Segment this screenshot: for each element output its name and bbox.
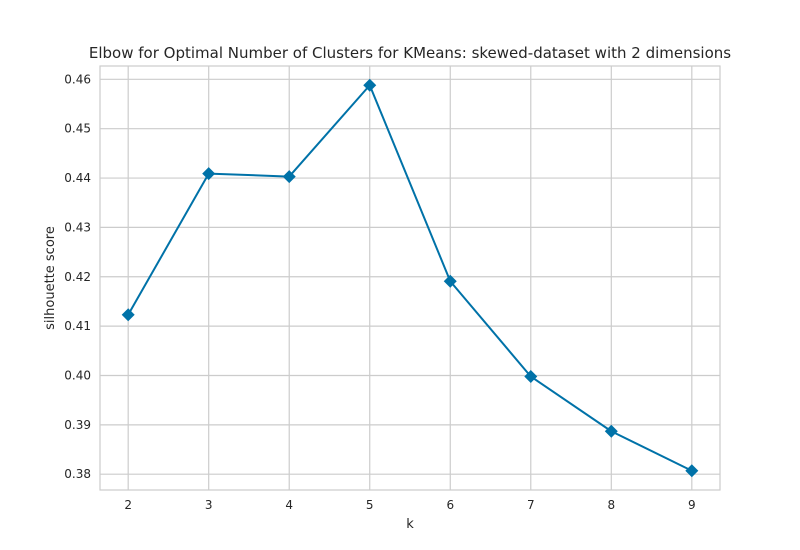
data-point-marker [604,424,618,438]
grid-layer [100,66,720,490]
y-tick-label: 0.43 [64,220,91,234]
data-point-marker [363,78,377,92]
y-tick-label: 0.44 [64,171,91,185]
data-point-marker [282,170,296,184]
y-tick-label: 0.39 [64,418,91,432]
x-tick-label: 4 [285,498,293,512]
data-point-marker [202,167,216,181]
x-tick-label: 3 [205,498,213,512]
data-point-marker [685,464,699,478]
x-tick-label: 2 [124,498,132,512]
axes-border [99,65,721,491]
y-tick-label: 0.40 [64,368,91,382]
x-axis-label: k [406,517,414,532]
x-tick-label: 7 [527,498,535,512]
series-line [127,84,693,472]
y-tick-label: 0.42 [64,270,91,284]
data-point-marker [121,308,135,322]
x-tick-label: 8 [607,498,615,512]
data-point-marker [443,274,457,288]
y-tick-label: 0.45 [64,122,91,136]
y-tick-labels: 0.38 0.39 0.40 0.41 0.42 0.43 0.44 0.45 0.46 [64,72,91,481]
y-tick-label: 0.41 [64,319,91,333]
x-tick-labels: 2 3 4 5 6 7 8 9 [124,498,695,512]
data-point-marker [524,369,538,383]
series-layer [121,78,699,478]
x-tick-label: 6 [446,498,454,512]
y-axis-label: silhouette score [43,226,58,330]
chart-title: Elbow for Optimal Number of Clusters for… [89,44,731,62]
y-tick-label: 0.38 [64,467,91,481]
x-tick-label: 5 [366,498,374,512]
y-tick-label: 0.46 [64,72,91,86]
x-tick-label: 9 [688,498,696,512]
